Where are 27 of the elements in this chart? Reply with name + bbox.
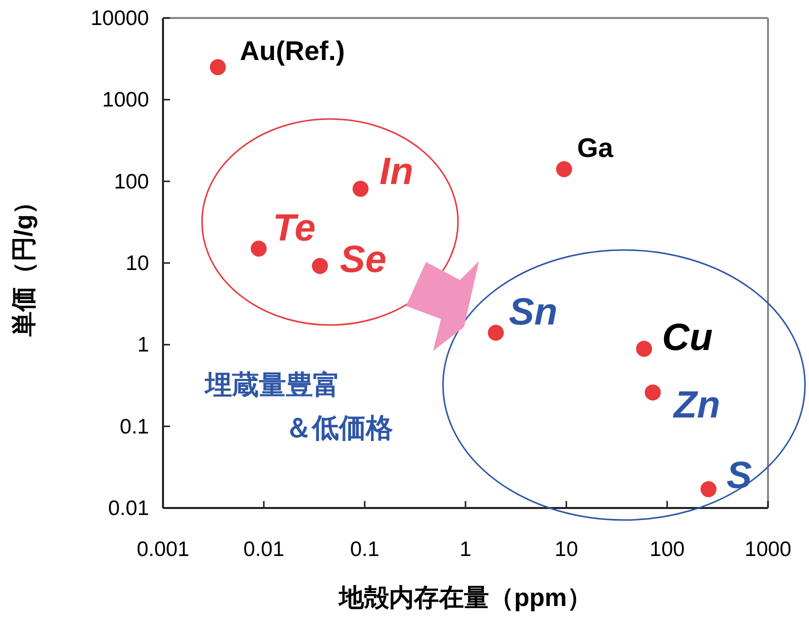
y-tick-label: 0.01 — [108, 497, 149, 520]
annotation: S — [726, 455, 752, 498]
annotation: In — [380, 150, 414, 193]
y-tick-label: 10000 — [90, 7, 149, 30]
y-tick-label: 0.1 — [120, 415, 149, 438]
x-tick-label: 10 — [554, 538, 578, 561]
y-axis-title: 単価（円/g） — [10, 189, 38, 338]
annotation: Se — [340, 238, 386, 281]
annotation: 埋蔵量豊富 — [204, 370, 340, 400]
annotation: ＆低価格 — [285, 413, 393, 443]
annotation: Te — [272, 208, 316, 250]
annotation: Zn — [672, 384, 720, 426]
y-tick-label: 10 — [126, 252, 149, 275]
annotation: Sn — [508, 292, 558, 334]
x-axis-title: 地殻内存在量（ppm） — [338, 584, 592, 612]
x-tick-label: 100 — [650, 538, 685, 561]
y-tick-label: 100 — [114, 170, 149, 194]
y-tick-label: 1 — [137, 334, 149, 357]
x-tick-label: 1 — [460, 538, 472, 561]
x-tick-label: 0.01 — [243, 538, 284, 561]
annotation: Ga — [577, 133, 614, 164]
x-tick-label: 0.1 — [350, 538, 380, 561]
annotation: Cu — [662, 316, 713, 359]
annotation: Au(Ref.) — [240, 36, 345, 66]
x-tick-label: 0.001 — [136, 538, 190, 561]
y-tick-label: 1000 — [102, 88, 149, 112]
x-tick-label: 1000 — [744, 538, 792, 561]
